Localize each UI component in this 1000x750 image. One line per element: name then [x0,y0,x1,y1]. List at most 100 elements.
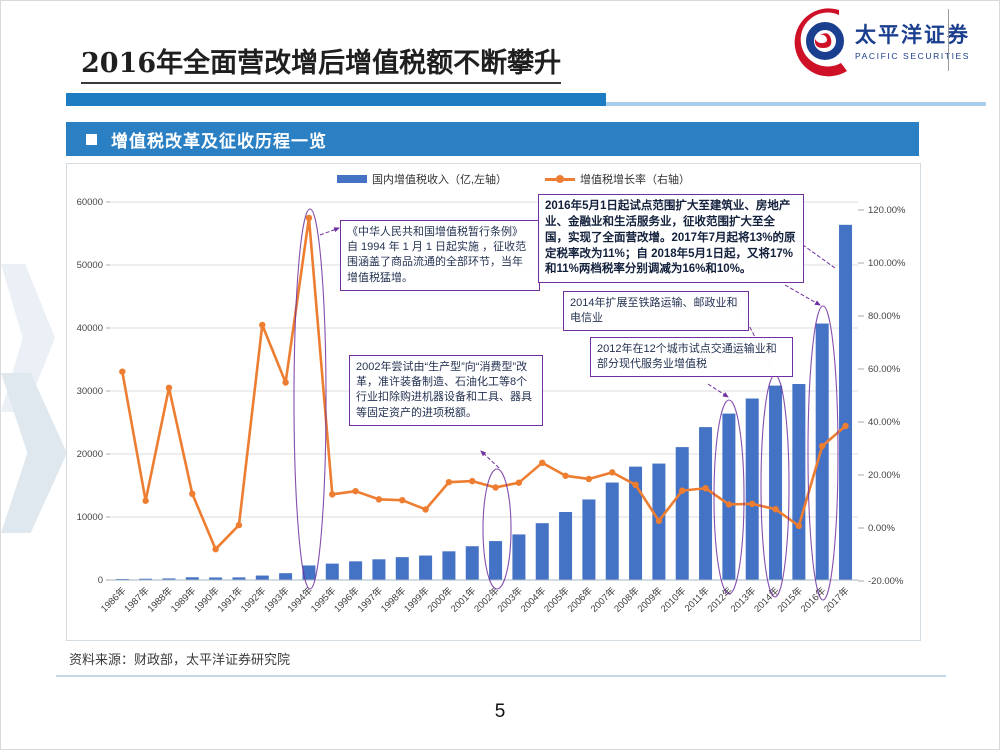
note-2002-reform: 2002年尝试由“生产型”向“消费型”改革，准许装备制造、石油化工等8个行业扣除… [349,355,543,426]
growth-rate-point [562,472,569,479]
growth-rate-point [515,479,523,486]
growth-rate-point [749,500,756,508]
growth-rate-point [539,459,546,467]
highlight-ellipse [293,208,327,590]
growth-rate-point [259,321,266,329]
logo-divider-line [948,9,949,71]
x-axis-label: 2017年 [821,584,852,615]
vat-revenue-bar [255,575,269,580]
vat-revenue-bar [535,523,549,580]
highlight-ellipse [713,399,745,595]
title-accent-bar [66,93,606,106]
vat-revenue-bar [605,482,619,580]
footer-divider [56,675,946,677]
page-title: 2016年全面营改增后增值税额不断攀升 [81,41,562,84]
growth-rate-point [842,422,849,430]
logo-en-text: PACIFIC SECURITIES [855,51,971,61]
vat-revenue-bar [722,413,736,580]
growth-rate-point [142,497,149,504]
vat-revenue-bar [512,534,526,580]
line-swatch-icon [545,175,576,183]
logo-mark-icon [794,8,847,77]
section-header: 增值税改革及征收历程一览 [66,122,919,156]
pacific-securities-logo: 太平洋证券 PACIFIC SECURITIES [789,5,968,77]
growth-rate-point [422,506,429,513]
highlight-ellipse [807,305,839,601]
growth-rate-point [212,546,219,553]
growth-rate-point [819,442,826,450]
growth-rate-point [585,475,593,483]
left-axis-label: 40000 [77,323,103,334]
vat-revenue-bar [559,512,573,580]
growth-rate-line [121,216,847,551]
right-axis-label: 20.00% [868,470,901,481]
growth-rate-point [772,505,779,513]
note-2012-pilot: 2012年在12个城市试点交通运输业和部分现代服务业增值税 [590,337,793,378]
vat-revenue-bar [745,398,759,580]
left-axis-label: 30000 [77,386,103,397]
vat-revenue-bar [442,551,456,580]
vat-revenue-bar [815,323,829,580]
right-axis-label: -20.00% [868,576,904,587]
vat-revenue-bar [325,563,339,580]
vat-revenue-bar [349,561,363,580]
growth-rate-point [632,481,639,489]
annotation-arrow [707,383,729,398]
logo-cn-text: 太平洋证券 [855,24,970,47]
title-accent-line [606,102,986,106]
vat-revenue-bar [395,557,409,580]
left-axis-label: 20000 [77,449,103,460]
vat-revenue-bar [185,577,199,580]
vat-revenue-bar [372,559,386,580]
growth-rate-point [655,517,663,525]
right-axis-label: 80.00% [868,311,901,322]
decorative-chevron [1,373,67,533]
highlight-ellipse [482,468,512,590]
left-axis-label: 60000 [77,197,103,208]
note-2016-full-reform: 2016年5月1日起试点范围扩大至建筑业、房地产业、金融业和生活服务业，征收范围… [538,194,804,284]
growth-rate-point [119,368,126,375]
right-axis-label: 120.00% [868,205,906,216]
growth-rate-point [189,490,196,498]
growth-rate-point [282,379,289,386]
vat-revenue-bar [232,577,246,580]
legend-label: 增值税增长率（右轴） [580,174,691,186]
left-axis-label: 10000 [77,512,103,523]
growth-rate-point [469,477,476,485]
page-number: 5 [494,701,506,722]
left-axis-label: 0 [98,575,103,586]
growth-rate-point [329,491,336,498]
annotation-arrow [319,227,340,236]
growth-rate-point [445,478,453,486]
vat-revenue-bar [629,466,643,580]
right-axis-label: 0.00% [868,523,895,534]
vat-revenue-bar [582,499,596,580]
bullet-square-icon [86,133,97,145]
vat-revenue-bar [302,565,316,580]
section-heading: 增值税改革及征收历程一览 [111,131,327,151]
growth-rate-point [305,214,313,222]
vat-revenue-bar [419,555,433,580]
growth-rate-point [492,484,499,491]
note-2014-expansion: 2014年扩展至铁路运输、邮政业和电信业 [563,291,749,332]
left-axis-label: 50000 [77,260,103,271]
annotation-arrow [784,284,821,306]
vat-revenue-bar [839,224,853,580]
growth-rate-point [399,496,406,504]
growth-rate-point [679,487,686,494]
note-1994-vat-law: 《中华人民共和国增值税暂行条例》自 1994 年 1 月 1 日起实施 ，征收范… [340,220,540,291]
vat-revenue-bar [279,573,293,580]
vat-revenue-bar [675,447,689,580]
annotation-arrow [795,239,836,269]
growth-rate-point [235,521,243,529]
vat-revenue-bar [465,546,479,580]
growth-rate-point [609,469,616,476]
legend-item-growth: 增值税增长率（右轴） [545,171,690,187]
chart-legend: 国内增值税收入（亿,左轴） 增值税增长率（右轴） [67,171,920,187]
growth-rate-point [795,522,803,530]
bar-swatch-icon [336,175,367,183]
growth-rate-point [375,496,383,503]
annotation-arrow [480,450,500,469]
right-axis-label: 40.00% [868,417,901,428]
